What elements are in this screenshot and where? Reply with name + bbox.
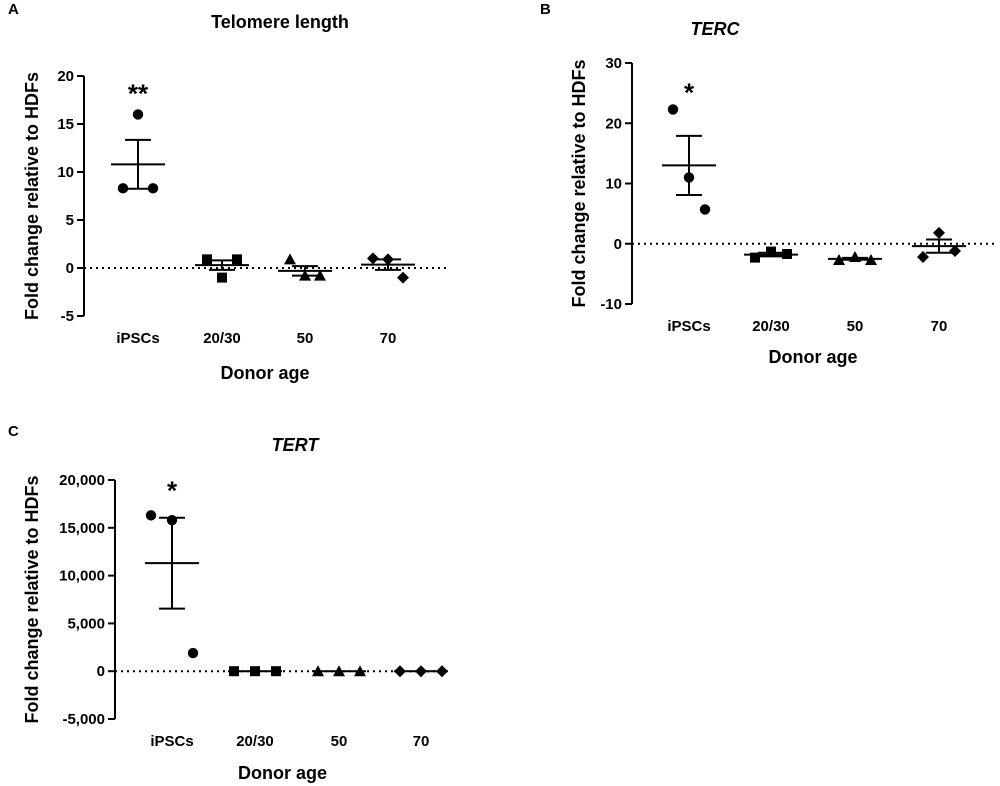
y-tick-label: 15,000 [59,520,105,537]
x-axis-label: Donor age [238,763,327,783]
y-axis-label: Fold change relative to HDFs [22,72,42,320]
chart-title: Telomere length [211,12,349,32]
y-axis-label: Fold change relative to HDFs [22,475,42,723]
x-tick-label: 50 [297,330,314,347]
data-point [766,246,776,257]
series-ipscs: ** [111,78,165,194]
x-tick-label: iPSCs [667,318,710,335]
y-tick-label: 20 [57,68,74,85]
chart-panel-b: B TERC -10 0 10 20 30 iPSCs 20/30 50 70 Donor age Fo… [540,1,994,367]
x-tick-label: 70 [931,318,948,335]
data-point [397,271,409,284]
y-tick-label: 10 [57,164,74,181]
y-tick-label: 5 [66,212,74,229]
panel-letter: A [8,1,19,18]
data-point [917,251,929,264]
chart-panel-a: A Telomere length -5 0 5 10 15 20 iPSCs 20/30 50 70… [8,1,446,383]
series-70 [394,665,448,678]
series-ipscs: * [662,77,716,215]
x-tick-label: 70 [380,330,397,347]
y-tick-label: 10,000 [59,568,105,585]
x-tick-label: 20/30 [203,330,241,347]
x-tick-label: 50 [331,733,348,750]
x-tick-label: 70 [413,733,430,750]
y-tick-label: 20,000 [59,472,105,489]
y-tick-label: 0 [66,260,74,277]
series-ipscs: * [145,475,199,659]
series-20-30 [228,666,282,677]
series-70 [912,226,966,264]
x-tick-label: iPSCs [116,330,159,347]
data-point [750,252,760,263]
x-tick-label: 20/30 [236,733,274,750]
significance-marker: * [167,475,178,505]
data-point [367,252,379,265]
y-tick-label: 15 [57,116,74,133]
data-point [117,183,129,194]
x-axis-label: Donor age [768,347,857,367]
y-tick-label: 20 [605,115,622,132]
series-70 [361,252,415,284]
y-tick-label: 0 [97,663,105,680]
panel-letter: C [8,423,19,440]
x-axis-label: Donor age [220,363,309,383]
data-point [217,272,227,283]
y-axis-label: Fold change relative to HDFs [569,59,589,307]
y-tick-label: 0 [614,236,622,253]
data-point [132,109,144,120]
y-tick-label: -10 [600,296,622,313]
data-point [699,204,711,215]
significance-marker: ** [128,78,149,108]
series-20-30 [744,246,798,263]
x-tick-label: 20/30 [752,318,790,335]
chart-title: TERT [272,435,321,455]
chart-title: TERC [691,19,741,39]
y-tick-label: 30 [605,55,622,72]
y-tick-label: 5,000 [67,615,105,632]
data-point [314,269,326,281]
data-point [202,254,212,265]
data-point [232,254,242,265]
y-tick-label: -5 [61,308,74,325]
data-point [284,253,296,265]
y-tick-label: -5,000 [62,711,105,728]
x-tick-label: iPSCs [150,733,193,750]
series-50 [312,665,366,677]
data-point [667,104,679,115]
y-tick-label: 10 [605,176,622,193]
data-point [145,510,157,521]
data-point [187,647,199,659]
series-50 [828,251,882,266]
panel-letter: B [540,1,551,18]
series-20-30 [195,254,249,283]
data-point [949,244,961,257]
significance-marker: * [684,77,695,107]
series-50 [278,253,332,281]
chart-panel-c: C TERT -5,000 0 5,000 10,000 15,000 20,000 iPSCs… [8,423,450,783]
x-tick-label: 50 [847,318,864,335]
data-point [147,183,159,194]
data-point [933,226,945,239]
